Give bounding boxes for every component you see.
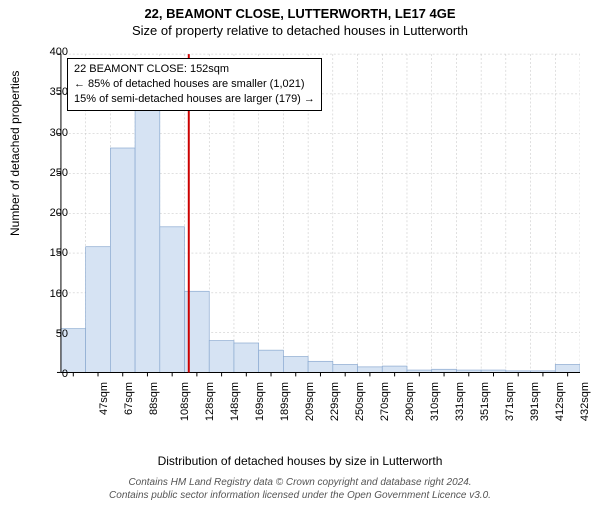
x-tick-label: 108sqm bbox=[179, 382, 191, 421]
x-tick-label: 310sqm bbox=[429, 382, 441, 421]
chart-title-main: 22, BEAMONT CLOSE, LUTTERWORTH, LE17 4GE bbox=[0, 6, 600, 21]
x-tick-label: 229sqm bbox=[329, 382, 341, 421]
y-tick-label: 0 bbox=[38, 368, 68, 380]
y-tick-label: 150 bbox=[38, 247, 68, 259]
x-tick-label: 148sqm bbox=[229, 382, 241, 421]
y-tick-label: 200 bbox=[38, 207, 68, 219]
annotation-box: 22 BEAMONT CLOSE: 152sqm ← 85% of detach… bbox=[67, 58, 322, 111]
x-tick-label: 331sqm bbox=[454, 382, 466, 421]
footer-attribution: Contains HM Land Registry data © Crown c… bbox=[0, 476, 600, 502]
x-tick-label: 209sqm bbox=[304, 382, 316, 421]
x-tick-label: 412sqm bbox=[554, 382, 566, 421]
x-tick-label: 169sqm bbox=[254, 382, 266, 421]
y-tick-label: 400 bbox=[38, 46, 68, 58]
y-tick-label: 50 bbox=[38, 328, 68, 340]
x-tick-label: 391sqm bbox=[529, 382, 541, 421]
footer-line-2: Contains public sector information licen… bbox=[0, 489, 600, 502]
x-tick-label: 189sqm bbox=[279, 382, 291, 421]
x-tick-label: 290sqm bbox=[404, 382, 416, 421]
y-tick-label: 100 bbox=[38, 288, 68, 300]
x-tick-label: 67sqm bbox=[123, 382, 135, 415]
x-axis-label: Distribution of detached houses by size … bbox=[0, 454, 600, 468]
y-tick-label: 350 bbox=[38, 86, 68, 98]
x-tick-label: 250sqm bbox=[354, 382, 366, 421]
y-tick-label: 300 bbox=[38, 127, 68, 139]
annotation-line-3: 15% of semi-detached houses are larger (… bbox=[74, 92, 315, 107]
y-tick-label: 250 bbox=[38, 167, 68, 179]
chart-title-sub: Size of property relative to detached ho… bbox=[0, 23, 600, 38]
y-axis-label: Number of detached properties bbox=[8, 71, 22, 236]
x-tick-label: 432sqm bbox=[579, 382, 591, 421]
x-tick-label: 371sqm bbox=[504, 382, 516, 421]
x-tick-label: 270sqm bbox=[379, 382, 391, 421]
annotation-line-2: ← 85% of detached houses are smaller (1,… bbox=[74, 77, 315, 92]
x-tick-label: 351sqm bbox=[479, 382, 491, 421]
footer-line-1: Contains HM Land Registry data © Crown c… bbox=[0, 476, 600, 489]
annotation-line-1: 22 BEAMONT CLOSE: 152sqm bbox=[74, 62, 315, 77]
x-tick-label: 88sqm bbox=[148, 382, 160, 415]
x-tick-label: 128sqm bbox=[204, 382, 216, 421]
chart-plot-area: 22 BEAMONT CLOSE: 152sqm ← 85% of detach… bbox=[55, 52, 580, 422]
x-tick-label: 47sqm bbox=[98, 382, 110, 415]
